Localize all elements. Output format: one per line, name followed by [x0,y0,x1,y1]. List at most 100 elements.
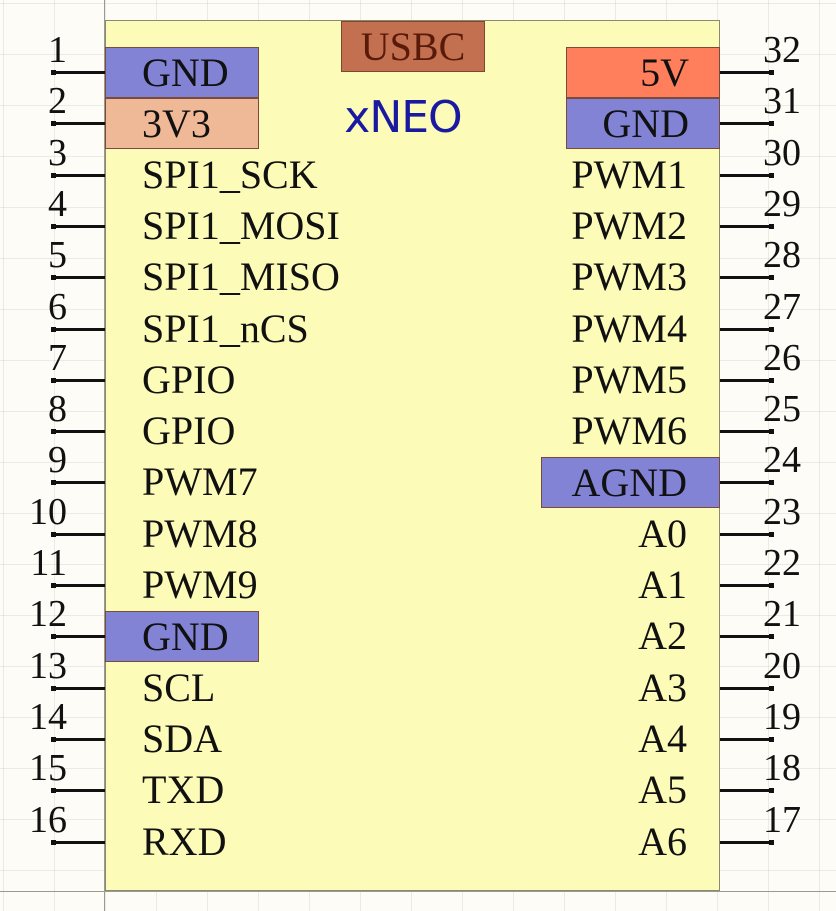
pin-lead[interactable] [51,583,105,588]
pin-label: PWM8 [142,511,258,556]
pin-end-marker [769,737,774,742]
pin-lead[interactable] [720,173,774,178]
pin-lead[interactable] [51,686,105,691]
pin-number: 30 [763,132,801,174]
pin-lead[interactable] [51,480,105,485]
pin-lead[interactable] [51,378,105,383]
sheet-guide-line [0,891,836,892]
pin-number: 6 [48,286,67,328]
pin-lead[interactable] [720,429,774,434]
pin-lead[interactable] [720,737,774,742]
pin-number: 12 [29,593,67,635]
pin-end-marker [769,480,774,485]
pin-number: 8 [48,388,67,430]
pin-end-marker [51,173,56,178]
pin-label-highlight: AGND [541,457,720,508]
pin-lead[interactable] [51,173,105,178]
pin-lead[interactable] [51,532,105,537]
pin-end-marker [769,429,774,434]
pin-label: PWM9 [142,562,258,607]
pin-end-marker [769,686,774,691]
pin-label: GPIO [142,357,236,402]
pin-label: PWM6 [571,408,687,453]
pin-label: A6 [638,819,687,864]
pin-label: PWM2 [571,203,687,248]
pin-label: PWM1 [571,152,687,197]
pin-lead[interactable] [51,840,105,845]
pin-label: PWM4 [571,306,687,351]
pin-number: 29 [763,183,801,225]
pin-number: 19 [763,696,801,738]
pin-lead[interactable] [51,634,105,639]
pin-number: 5 [48,234,67,276]
pin-end-marker [51,686,56,691]
pin-lead[interactable] [720,327,774,332]
pin-end-marker [769,378,774,383]
pin-number: 1 [48,29,67,71]
pin-number: 3 [48,132,67,174]
pin-number: 21 [763,593,801,635]
pin-lead[interactable] [51,788,105,793]
pin-label: RXD [142,819,227,864]
pin-end-marker [51,224,56,229]
pin-lead[interactable] [720,532,774,537]
pin-lead[interactable] [51,70,105,75]
pin-end-marker [51,788,56,793]
pin-label: A3 [638,665,687,710]
pin-label-highlight: GND [105,611,259,662]
pin-label: SPI1_MISO [142,254,340,299]
pin-number: 23 [763,491,801,533]
pin-end-marker [51,429,56,434]
pin-end-marker [769,634,774,639]
pin-lead[interactable] [720,788,774,793]
pin-lead[interactable] [51,737,105,742]
pin-lead[interactable] [51,121,105,126]
pin-lead[interactable] [51,275,105,280]
pin-number: 32 [763,29,801,71]
pin-label: A0 [638,511,687,556]
usbc-connector-label: USBC [341,21,485,72]
pin-number: 22 [763,542,801,584]
pin-lead[interactable] [720,275,774,280]
pin-label: PWM5 [571,357,687,402]
pin-end-marker [769,70,774,75]
pin-label: TXD [142,767,225,812]
pin-label-highlight: GND [566,98,720,149]
pin-end-marker [769,583,774,588]
pin-number: 25 [763,388,801,430]
pin-end-marker [51,275,56,280]
pin-lead[interactable] [720,378,774,383]
pin-number: 16 [29,799,67,841]
pin-label-highlight: 3V3 [105,98,259,149]
pin-number: 9 [48,439,67,481]
pin-label: SPI1_MOSI [142,203,340,248]
pin-number: 31 [763,80,801,122]
pin-number: 4 [48,183,67,225]
pin-lead[interactable] [51,327,105,332]
pin-end-marker [769,840,774,845]
pin-end-marker [769,173,774,178]
pin-number: 15 [29,747,67,789]
pin-number: 7 [48,337,67,379]
component-body[interactable] [105,20,720,891]
pin-lead[interactable] [720,686,774,691]
pin-lead[interactable] [720,634,774,639]
pin-lead[interactable] [720,840,774,845]
pin-number: 11 [30,542,67,584]
pin-lead[interactable] [51,429,105,434]
pin-lead[interactable] [720,121,774,126]
pin-lead[interactable] [51,224,105,229]
pin-label: SPI1_SCK [142,152,318,197]
pin-end-marker [51,480,56,485]
pin-end-marker [51,583,56,588]
pin-number: 18 [763,747,801,789]
pin-label: A5 [638,767,687,812]
pin-label: PWM3 [571,254,687,299]
pin-end-marker [51,327,56,332]
pin-lead[interactable] [720,224,774,229]
pin-end-marker [769,224,774,229]
pin-lead[interactable] [720,480,774,485]
pin-lead[interactable] [720,70,774,75]
pin-lead[interactable] [720,583,774,588]
